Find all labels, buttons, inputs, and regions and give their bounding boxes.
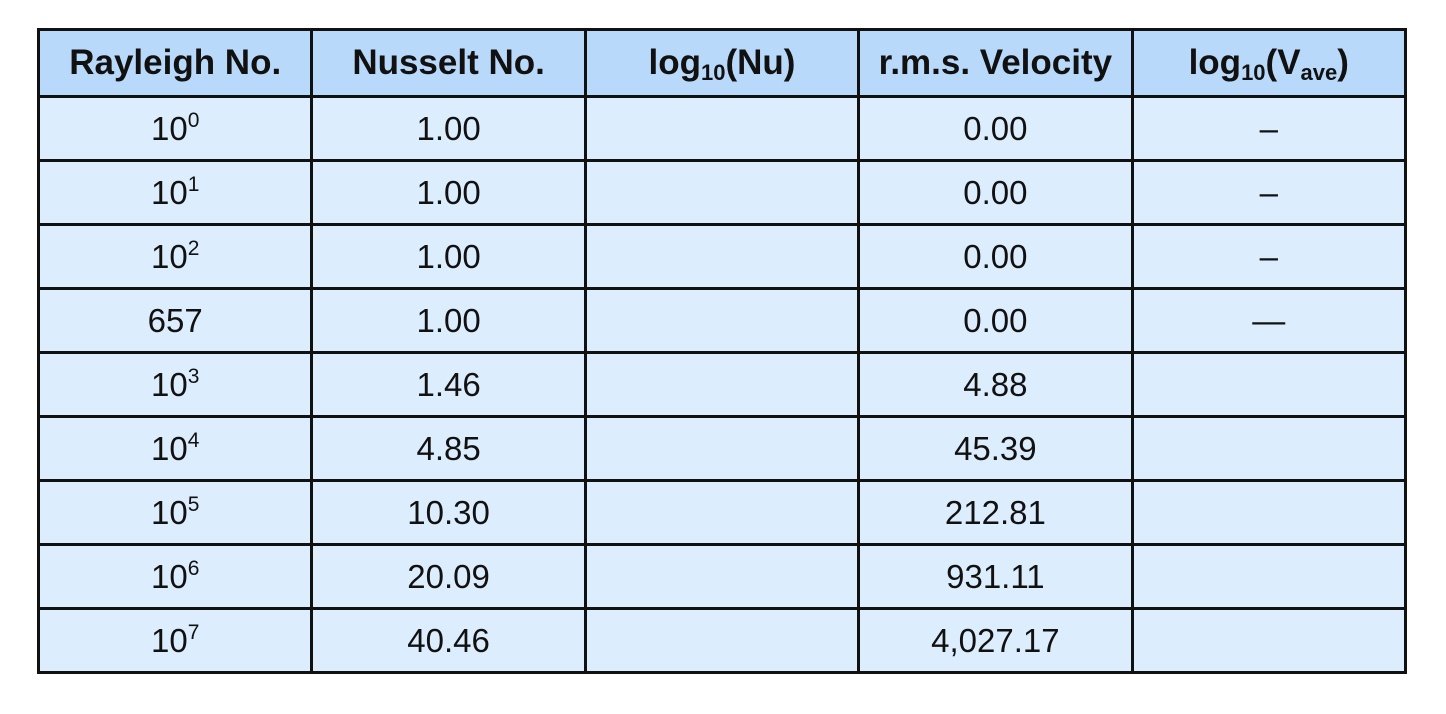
- rayleigh-exponent: 6: [187, 556, 200, 580]
- table-row: 106 20.09 931.11: [36, 543, 1407, 610]
- cell-rayleigh: 104: [36, 415, 314, 482]
- header-log-vave: log10(Vave): [1130, 28, 1407, 98]
- cell-rms-velocity: 0.00: [857, 223, 1134, 290]
- header-log-vave-prefix: log: [1188, 43, 1242, 82]
- cell-rms-velocity: 931.11: [857, 543, 1134, 610]
- cell-log-nu: [583, 287, 861, 354]
- cell-log-vave: [1130, 607, 1407, 674]
- cell-rayleigh: 107: [36, 607, 314, 674]
- table-row: 103 1.46 4.88: [36, 351, 1407, 418]
- cell-nusselt: 1.00: [310, 223, 587, 290]
- cell-log-vave: [1130, 479, 1407, 546]
- table-row: 105 10.30 212.81: [36, 479, 1407, 546]
- rayleigh-base: 657: [147, 301, 203, 339]
- cell-rayleigh: 105: [36, 479, 314, 546]
- data-table: Rayleigh No. Nusselt No. log10(Nu) r.m.s…: [36, 28, 1407, 674]
- cell-log-nu: [583, 479, 861, 546]
- cell-nusselt: 1.00: [310, 159, 587, 226]
- table-row: 657 1.00 0.00 —: [36, 287, 1407, 354]
- cell-log-nu: [583, 543, 861, 610]
- rayleigh-exponent: 0: [187, 108, 200, 132]
- cell-nusselt: 40.46: [310, 607, 587, 674]
- header-log-nu: log10(Nu): [583, 28, 861, 98]
- header-log-vave-subscript: 10: [1241, 60, 1266, 85]
- cell-nusselt: 20.09: [310, 543, 587, 610]
- rayleigh-base: 10: [150, 365, 188, 403]
- cell-log-vave: –: [1130, 95, 1407, 162]
- rayleigh-base: 10: [150, 557, 188, 595]
- table-row: 104 4.85 45.39: [36, 415, 1407, 482]
- cell-rms-velocity: 45.39: [857, 415, 1134, 482]
- cell-log-nu: [583, 415, 861, 482]
- rayleigh-exponent: 7: [187, 620, 200, 644]
- header-log-vave-suffix: ): [1337, 43, 1349, 82]
- cell-log-vave: [1130, 351, 1407, 418]
- header-log-nu-suffix: (Nu): [725, 43, 796, 82]
- cell-nusselt: 1.00: [310, 287, 587, 354]
- cell-log-nu: [583, 223, 861, 290]
- rayleigh-base: 10: [150, 173, 188, 211]
- cell-nusselt: 1.00: [310, 95, 587, 162]
- cell-rms-velocity: 0.00: [857, 159, 1134, 226]
- cell-log-vave: —: [1130, 287, 1407, 354]
- header-log-nu-prefix: log: [648, 43, 701, 82]
- rayleigh-base: 10: [150, 493, 188, 531]
- rayleigh-exponent: 5: [187, 492, 200, 516]
- cell-log-nu: [583, 159, 861, 226]
- cell-log-nu: [583, 351, 861, 418]
- cell-rayleigh: 103: [36, 351, 314, 418]
- rayleigh-exponent: 4: [187, 428, 200, 452]
- cell-nusselt: 1.46: [310, 351, 587, 418]
- rayleigh-base: 10: [150, 237, 188, 275]
- rayleigh-exponent: 2: [187, 236, 200, 260]
- cell-rayleigh: 100: [36, 95, 314, 162]
- rayleigh-exponent: 3: [187, 364, 200, 388]
- cell-log-vave: –: [1130, 223, 1407, 290]
- table-row: 107 40.46 4,027.17: [36, 607, 1407, 674]
- header-log-vave-subscript-ave: ave: [1300, 60, 1338, 85]
- table-row: 100 1.00 0.00 –: [36, 95, 1407, 162]
- header-rayleigh: Rayleigh No.: [36, 28, 314, 98]
- cell-nusselt: 4.85: [310, 415, 587, 482]
- cell-log-vave: [1130, 415, 1407, 482]
- cell-log-vave: [1130, 543, 1407, 610]
- cell-log-nu: [583, 607, 861, 674]
- rayleigh-base: 10: [150, 109, 188, 147]
- cell-rms-velocity: 0.00: [857, 95, 1134, 162]
- header-nusselt: Nusselt No.: [310, 28, 587, 98]
- rayleigh-base: 10: [150, 621, 188, 659]
- cell-log-nu: [583, 95, 861, 162]
- rayleigh-base: 10: [150, 429, 188, 467]
- header-row: Rayleigh No. Nusselt No. log10(Nu) r.m.s…: [36, 28, 1407, 98]
- cell-rayleigh: 106: [36, 543, 314, 610]
- table-row: 101 1.00 0.00 –: [36, 159, 1407, 226]
- cell-rms-velocity: 212.81: [857, 479, 1134, 546]
- cell-rms-velocity: 4,027.17: [857, 607, 1134, 674]
- table-row: 102 1.00 0.00 –: [36, 223, 1407, 290]
- data-table-container: Rayleigh No. Nusselt No. log10(Nu) r.m.s…: [36, 28, 1407, 674]
- cell-rms-velocity: 4.88: [857, 351, 1134, 418]
- header-log-nu-subscript: 10: [700, 60, 726, 85]
- header-log-vave-mid: (V: [1265, 43, 1301, 82]
- header-rms-velocity: r.m.s. Velocity: [857, 28, 1134, 98]
- cell-rayleigh: 657: [36, 287, 314, 354]
- cell-rms-velocity: 0.00: [857, 287, 1134, 354]
- cell-log-vave: –: [1130, 159, 1407, 226]
- cell-rayleigh: 102: [36, 223, 314, 290]
- rayleigh-exponent: 1: [187, 172, 200, 196]
- cell-nusselt: 10.30: [310, 479, 587, 546]
- cell-rayleigh: 101: [36, 159, 314, 226]
